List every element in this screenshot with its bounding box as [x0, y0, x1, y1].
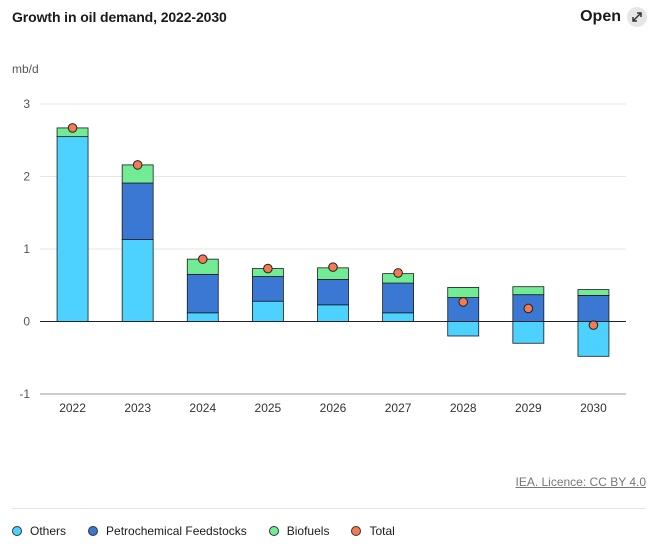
- y-tick-label: -1: [19, 387, 30, 401]
- total-point: [523, 303, 534, 314]
- total-point: [393, 268, 403, 278]
- bar-petrochemical: [121, 182, 154, 240]
- x-tick-label: 2029: [515, 401, 542, 415]
- bar-others: [447, 321, 480, 337]
- bar-others: [382, 312, 415, 322]
- bar-biofuels: [512, 286, 545, 296]
- x-tick-label: 2022: [59, 401, 86, 415]
- y-tick-label: 1: [23, 242, 30, 256]
- x-tick-label: 2024: [189, 401, 216, 415]
- legend-swatch-others: [12, 526, 22, 536]
- y-tick-label: 3: [23, 97, 30, 111]
- legend-item-others[interactable]: Others: [12, 524, 66, 538]
- bar-others: [317, 304, 349, 322]
- x-tick-label: 2026: [320, 401, 347, 415]
- y-tick-label: 2: [23, 170, 30, 184]
- legend-label-others: Others: [30, 524, 67, 538]
- legend-divider: [12, 508, 646, 509]
- legend-item-petrochemical[interactable]: Petrochemical Feedstocks: [88, 524, 247, 538]
- legend-label-biofuels: Biofuels: [286, 524, 330, 538]
- bar-others: [56, 136, 89, 322]
- legend-item-total[interactable]: Total: [351, 524, 395, 538]
- bar-petrochemical: [382, 282, 415, 314]
- expand-icon: [627, 7, 647, 27]
- legend-swatch-biofuels: [268, 526, 279, 536]
- bar-petrochemical: [251, 276, 284, 302]
- bar-others: [512, 321, 545, 344]
- x-tick-label: 2027: [385, 401, 412, 415]
- x-tick-label: 2030: [580, 401, 607, 415]
- bar-biofuels: [447, 287, 480, 298]
- legend-label-petrochemical: Petrochemical Feedstocks: [106, 524, 247, 538]
- x-tick-label: 2025: [255, 401, 282, 415]
- total-point: [263, 263, 273, 274]
- bar-others: [121, 239, 154, 322]
- x-tick-label: 2023: [124, 401, 151, 415]
- x-tick-label: 2028: [450, 401, 477, 415]
- legend-item-biofuels[interactable]: Biofuels: [268, 524, 330, 538]
- legend-swatch-petrochemical: [88, 526, 99, 536]
- license-link[interactable]: IEA. Licence: CC BY 4.0: [515, 475, 646, 489]
- bar-biofuels: [577, 289, 610, 296]
- total-point: [588, 320, 599, 330]
- total-point: [197, 254, 208, 264]
- bar-petrochemical: [317, 279, 349, 306]
- chart-title: Growth in oil demand, 2022-2030: [12, 9, 227, 25]
- total-point: [458, 297, 469, 307]
- legend-label-total: Total: [369, 524, 395, 538]
- total-point: [132, 160, 143, 170]
- legend-swatch-total: [351, 526, 362, 536]
- y-axis-unit: mb/d: [12, 62, 39, 76]
- total-point: [67, 123, 78, 133]
- bar-others: [186, 312, 219, 322]
- open-button[interactable]: Open: [580, 7, 647, 27]
- bar-petrochemical: [577, 294, 610, 322]
- open-label: Open: [580, 8, 621, 25]
- bar-petrochemical: [186, 273, 219, 314]
- bar-others: [251, 300, 284, 322]
- legend: Others Petrochemical Feedstocks Biofuels…: [12, 524, 395, 538]
- y-tick-label: 0: [23, 315, 30, 329]
- total-point: [328, 262, 338, 272]
